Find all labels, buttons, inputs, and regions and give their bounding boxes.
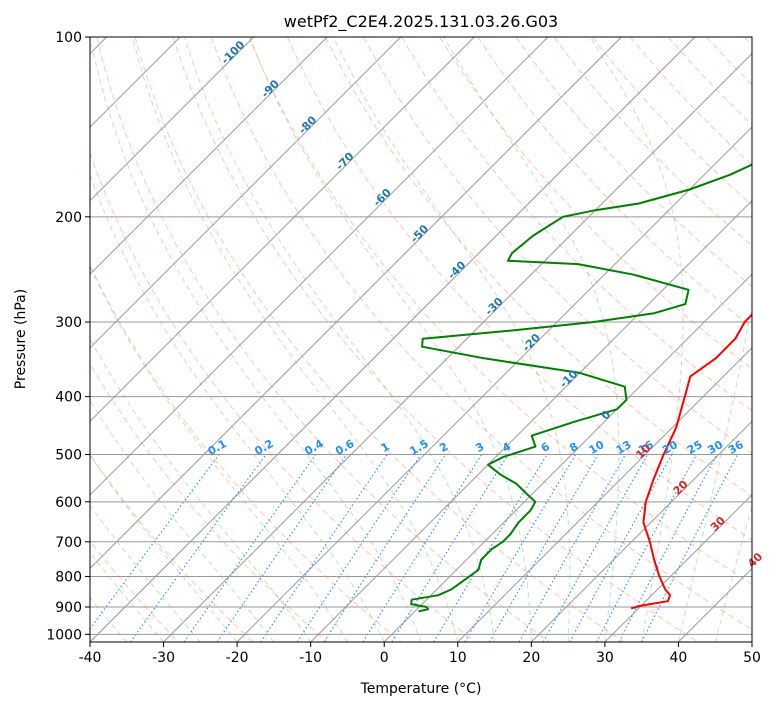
plot-frame: [89, 36, 753, 643]
y-tick-label: 700: [55, 535, 82, 551]
dewpoint-line: [410, 163, 752, 613]
isotherm: [90, 37, 622, 570]
dry-adiabat: [439, 37, 752, 370]
mixing-ratio-line: [216, 454, 348, 642]
mixing-ratio-line: [596, 454, 697, 642]
dry-adiabat: [248, 37, 752, 585]
x-tick-label: 40: [670, 650, 688, 666]
moist-adiabat: [332, 37, 571, 642]
moist-adiabat: [90, 37, 422, 642]
x-tick-label: 0: [380, 650, 389, 666]
mixing-ratio-line: [433, 454, 548, 642]
isotherm: [90, 37, 402, 349]
y-tick-label: 400: [55, 390, 82, 406]
isobar-grid: [90, 37, 752, 635]
dry-adiabat: [401, 37, 752, 412]
dry-adiabat: [134, 37, 625, 642]
isotherm: [457, 347, 752, 642]
moist-adiabat: [90, 173, 385, 642]
x-tick-label: -30: [152, 650, 175, 666]
x-tick-label: -20: [226, 650, 249, 666]
dry-adiabat: [553, 37, 752, 247]
isotherm: [90, 37, 328, 275]
plot-background: [90, 37, 752, 642]
chart-title: wetPf2_C2E4.2025.131.03.26.G03: [284, 12, 558, 32]
mixing-ratio-line: [323, 454, 447, 642]
y-tick-label: 800: [55, 569, 82, 585]
y-tick-label: 900: [55, 600, 82, 616]
isotherm: [530, 420, 752, 642]
moist-adiabat: [90, 399, 275, 642]
moist-adiabat: [90, 337, 312, 642]
moist-adiabat: [90, 265, 348, 642]
x-tick-label: -40: [79, 650, 102, 666]
y-tick-label: 500: [55, 448, 82, 464]
x-tick-label: 10: [449, 650, 467, 666]
mixing-ratio-line: [518, 454, 626, 642]
isotherm: [310, 199, 752, 642]
x-tick-label: 50: [743, 650, 761, 666]
isotherm: [90, 37, 696, 642]
x-tick-label: 30: [596, 650, 614, 666]
y-tick-label: 100: [55, 30, 82, 46]
moist-adiabat: [90, 551, 164, 642]
dry-adiabat: [286, 37, 752, 541]
mixing-ratio-line: [90, 454, 220, 630]
temperature-line: [630, 313, 752, 610]
mixing-ratio-line: [296, 454, 422, 642]
mixing-ratio-line: [464, 454, 577, 642]
moist-adiabat: [131, 37, 459, 642]
moist-adiabat: [184, 37, 496, 642]
x-axis: -40 -30 -20 -10 0 10 20 30 40 50: [79, 642, 761, 666]
dry-adiabat: [363, 37, 752, 454]
x-tick-label: 20: [522, 650, 540, 666]
moist-adiabat: [90, 596, 128, 642]
dry-adiabat: [591, 37, 752, 206]
moist-adiabat: [90, 504, 201, 642]
moist-adiabat: [442, 37, 620, 642]
isotherm: [383, 273, 752, 642]
y-tick-label: 300: [55, 315, 82, 331]
x-axis-label: Temperature (°C): [360, 681, 482, 697]
y-axis-label: Pressure (hPa): [13, 289, 29, 389]
mixing-ratio-line: [183, 454, 317, 642]
y-tick-label: 600: [55, 495, 82, 511]
dry-adiabat: [477, 37, 752, 329]
profile-lines: [410, 163, 752, 613]
moist-adiabat: [249, 37, 532, 642]
y-tick-label: 1000: [46, 627, 82, 643]
isotherm: [90, 37, 255, 202]
x-tick-label: -10: [299, 650, 322, 666]
isotherm: [90, 37, 475, 423]
y-axis: 100 200 300 400 500 600 700 800 900 1000: [46, 30, 90, 643]
isotherm: [236, 126, 752, 642]
isotherm: [604, 494, 752, 642]
y-tick-label: 200: [55, 210, 82, 226]
moist-adiabat: [90, 454, 238, 642]
mixing-ratio-line: [130, 454, 267, 642]
isotherm: [163, 52, 752, 642]
mixing-ratio-line: [260, 454, 388, 642]
dry-adiabat: [325, 37, 752, 497]
isotherm: [90, 37, 549, 496]
background-lines: [90, 37, 752, 642]
mixing-ratio-line: [489, 454, 599, 642]
